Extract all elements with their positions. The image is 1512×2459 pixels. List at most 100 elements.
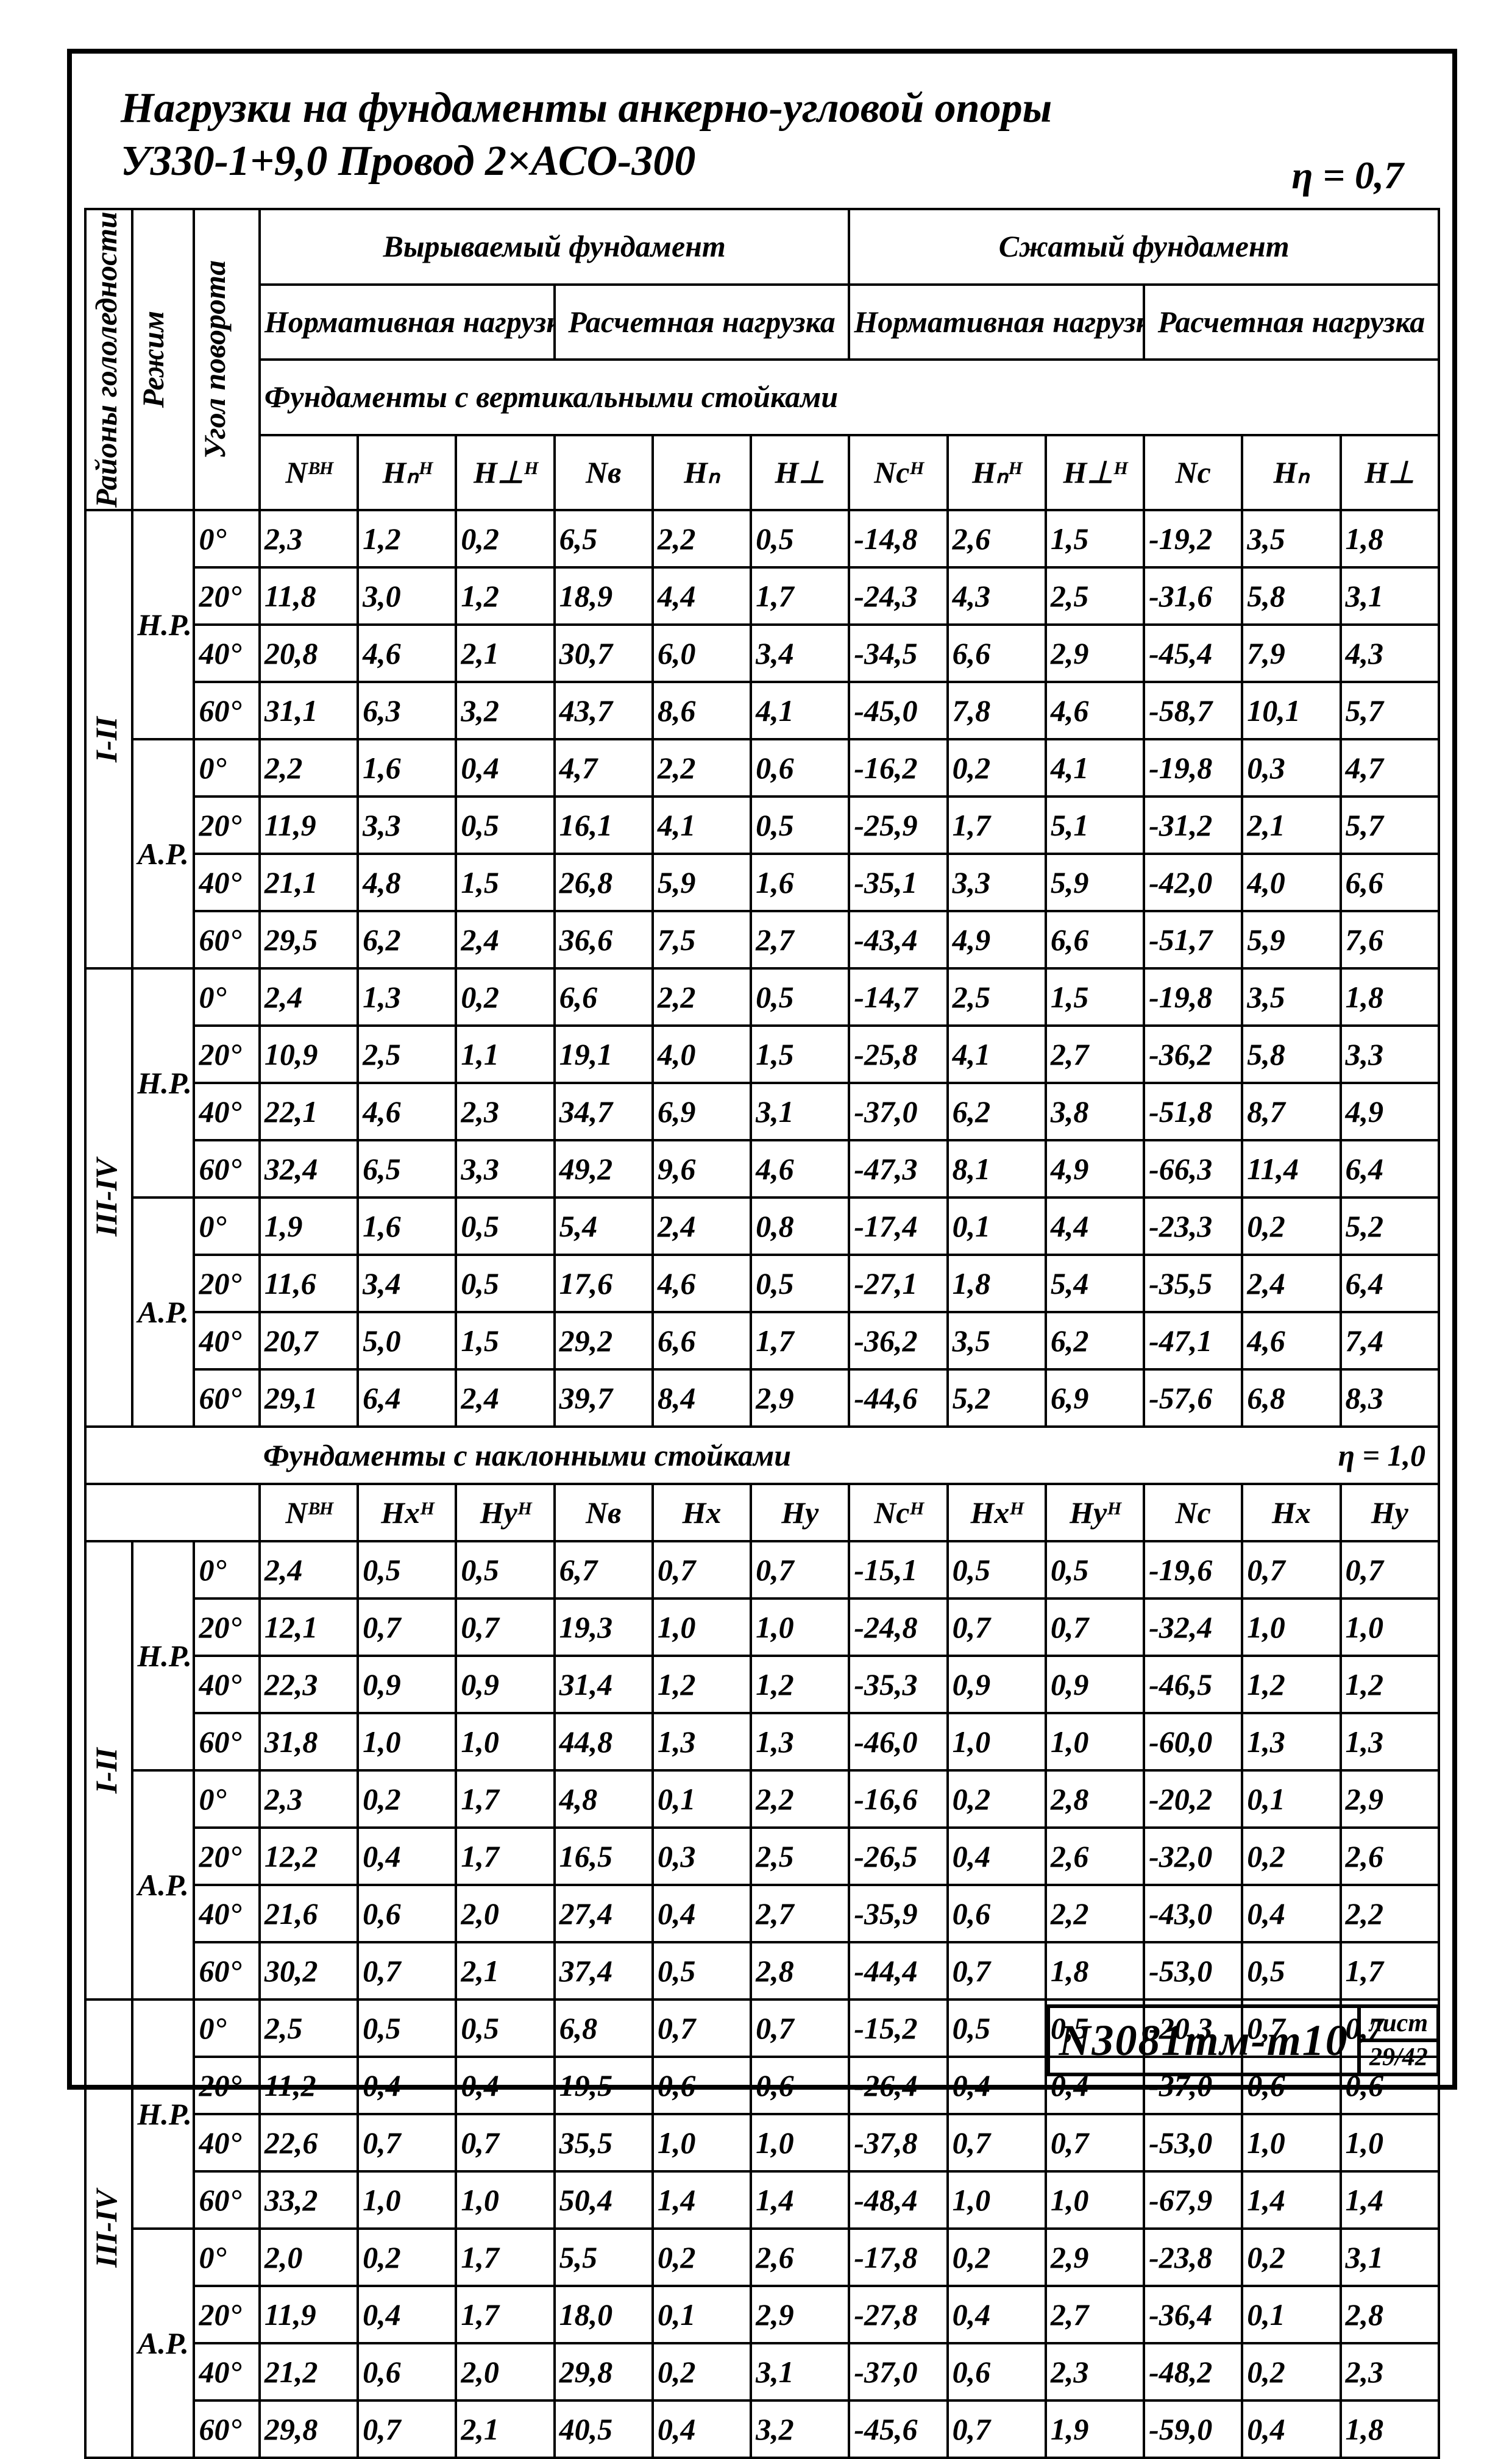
value-cell: 6,6	[1341, 854, 1439, 911]
table-row: 60°30,20,72,137,40,52,8-44,40,71,8-53,00…	[85, 1942, 1439, 1999]
value-cell: 17,6	[555, 1255, 653, 1312]
value-cell: 1,4	[1242, 2171, 1340, 2229]
value-cell: 1,0	[1242, 2114, 1340, 2171]
table-row: 60°31,16,33,243,78,64,1-45,07,84,6-58,71…	[85, 682, 1439, 739]
hdr-angle: Угол поворота	[199, 260, 254, 459]
value-cell: 0,2	[653, 2343, 751, 2400]
value-cell: 2,0	[456, 1885, 554, 1942]
value-cell: -43,4	[849, 911, 947, 968]
value-cell: -46,5	[1144, 1656, 1242, 1713]
value-cell: -51,8	[1144, 1083, 1242, 1140]
value-cell: 22,6	[260, 2114, 358, 2171]
value-cell: 0,4	[358, 2286, 456, 2343]
value-cell: 11,2	[260, 2057, 358, 2114]
table-row: 60°32,46,53,349,29,64,6-47,38,14,9-66,31…	[85, 1140, 1439, 1198]
value-cell: 3,5	[1242, 968, 1340, 1026]
value-cell: 4,4	[653, 567, 751, 625]
value-cell: -19,2	[1144, 510, 1242, 567]
value-cell: 21,1	[260, 854, 358, 911]
value-cell: 2,2	[1046, 1885, 1144, 1942]
region-cell: III-IV	[85, 1999, 132, 2458]
value-cell: 5,8	[1242, 1026, 1340, 1083]
value-cell: 0,7	[751, 1999, 849, 2057]
value-cell: 27,4	[555, 1885, 653, 1942]
value-cell: -36,2	[1144, 1026, 1242, 1083]
value-cell: 19,1	[555, 1026, 653, 1083]
value-cell: 0,4	[653, 2400, 751, 2458]
title-eta: η = 0,7	[1291, 153, 1404, 198]
value-cell: 11,9	[260, 797, 358, 854]
value-cell: 2,9	[1341, 1770, 1439, 1828]
sym-cell: H⊥	[1341, 435, 1439, 511]
value-cell: 0,2	[948, 739, 1046, 797]
value-cell: -45,6	[849, 2400, 947, 2458]
angle-cell: 0°	[194, 1198, 259, 1255]
value-cell: -47,1	[1144, 1312, 1242, 1369]
value-cell: 3,4	[358, 1255, 456, 1312]
value-cell: 0,7	[1341, 1541, 1439, 1599]
sym-cell: Nc	[1144, 435, 1242, 511]
value-cell: 2,9	[751, 2286, 849, 2343]
value-cell: 6,6	[948, 625, 1046, 682]
value-cell: 6,8	[1242, 1369, 1340, 1427]
value-cell: 1,0	[653, 2114, 751, 2171]
value-cell: 21,2	[260, 2343, 358, 2400]
region-cell: I-II	[85, 510, 132, 968]
value-cell: 2,6	[751, 2229, 849, 2286]
value-cell: 3,2	[456, 682, 554, 739]
angle-cell: 40°	[194, 625, 259, 682]
value-cell: -24,8	[849, 1599, 947, 1656]
value-cell: 2,9	[1046, 625, 1144, 682]
value-cell: -25,8	[849, 1026, 947, 1083]
value-cell: 6,3	[358, 682, 456, 739]
value-cell: 0,4	[948, 1828, 1046, 1885]
value-cell: -47,3	[849, 1140, 947, 1198]
value-cell: 3,2	[751, 2400, 849, 2458]
value-cell: 2,7	[1046, 1026, 1144, 1083]
value-cell: 2,5	[948, 968, 1046, 1026]
value-cell: -37,0	[849, 1083, 947, 1140]
value-cell: 2,9	[1046, 2229, 1144, 2286]
angle-cell: 0°	[194, 1999, 259, 2057]
value-cell: 7,8	[948, 682, 1046, 739]
value-cell: 2,6	[948, 510, 1046, 567]
value-cell: 5,1	[1046, 797, 1144, 854]
value-cell: 0,2	[653, 2229, 751, 2286]
value-cell: 7,9	[1242, 625, 1340, 682]
value-cell: 1,0	[456, 2171, 554, 2229]
value-cell: 6,5	[358, 1140, 456, 1198]
value-cell: 44,8	[555, 1713, 653, 1770]
value-cell: 1,0	[751, 1599, 849, 1656]
value-cell: 29,8	[555, 2343, 653, 2400]
value-cell: 1,7	[751, 1312, 849, 1369]
angle-cell: 20°	[194, 797, 259, 854]
value-cell: 3,1	[751, 2343, 849, 2400]
sym-cell: Hₙᴴ	[948, 435, 1046, 511]
value-cell: 1,7	[751, 567, 849, 625]
value-cell: 1,2	[751, 1656, 849, 1713]
value-cell: 2,6	[1341, 1828, 1439, 1885]
value-cell: 5,4	[1046, 1255, 1144, 1312]
table-row: 20°10,92,51,119,14,01,5-25,84,12,7-36,25…	[85, 1026, 1439, 1083]
value-cell: 36,6	[555, 911, 653, 968]
value-cell: 0,5	[948, 1999, 1046, 2057]
value-cell: 3,0	[358, 567, 456, 625]
value-cell: -35,3	[849, 1656, 947, 1713]
value-cell: 0,7	[358, 1942, 456, 1999]
value-cell: 9,6	[653, 1140, 751, 1198]
hdr-calc2: Расчетная нагрузка	[1144, 285, 1439, 360]
value-cell: 32,4	[260, 1140, 358, 1198]
value-cell: 1,0	[1046, 2171, 1144, 2229]
value-cell: 2,7	[751, 911, 849, 968]
angle-cell: 20°	[194, 2286, 259, 2343]
value-cell: 1,0	[653, 1599, 751, 1656]
value-cell: 29,1	[260, 1369, 358, 1427]
value-cell: -36,4	[1144, 2286, 1242, 2343]
value-cell: -35,1	[849, 854, 947, 911]
value-cell: 0,4	[948, 2286, 1046, 2343]
mode-cell: Н.Р.	[132, 968, 194, 1198]
hdr-norm1: Нормативная нагрузка	[260, 285, 555, 360]
mode-cell: А.Р.	[132, 2229, 194, 2458]
table-row: 40°21,60,62,027,40,42,7-35,90,62,2-43,00…	[85, 1885, 1439, 1942]
angle-cell: 40°	[194, 1312, 259, 1369]
